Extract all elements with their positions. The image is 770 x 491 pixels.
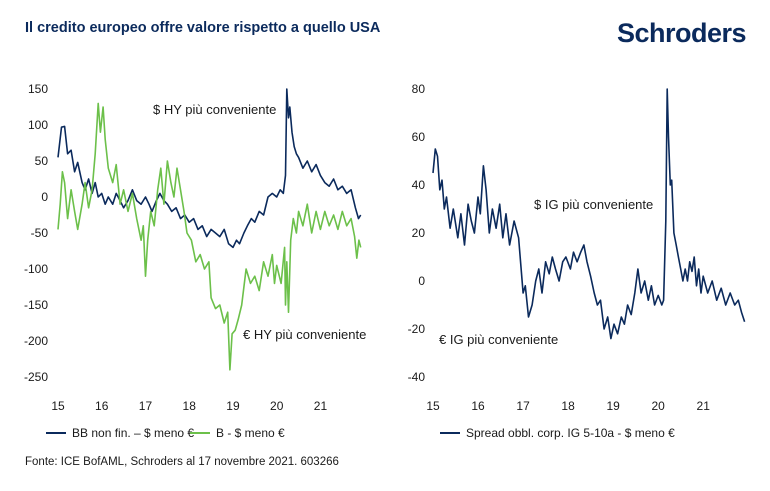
y-tick-label: -100 — [24, 262, 48, 276]
series-line — [57, 102, 362, 371]
y-tick-label: 0 — [418, 274, 425, 288]
x-tick-label: 20 — [270, 399, 284, 413]
x-tick-label: 16 — [471, 399, 485, 413]
chart-hy-spread: 150 100 50 0 -50 -100 -150 -200 -250 15 16 17 18 19 20… — [24, 82, 366, 440]
source-note: Fonte: ICE BofAML, Schroders al 17 novem… — [25, 456, 339, 468]
legend-entry: BB non fin. – $ meno € — [72, 426, 194, 440]
chart-annotation: $ IG più conveniente — [534, 197, 653, 212]
chart-annotation: € HY più conveniente — [243, 327, 366, 342]
x-tick-label: 21 — [697, 399, 711, 413]
chart-annotation: € IG più conveniente — [439, 332, 558, 347]
y-tick-label: 150 — [28, 82, 48, 96]
y-tick-label: 50 — [35, 154, 49, 168]
x-tick-label: 20 — [652, 399, 666, 413]
x-tick-label: 17 — [139, 399, 153, 413]
y-tick-label: -150 — [24, 298, 48, 312]
y-tick-label: 0 — [41, 190, 48, 204]
y-tick-label: 40 — [412, 178, 426, 192]
series-line — [432, 88, 746, 340]
chart-annotation: $ HY più conveniente — [153, 102, 276, 117]
x-tick-label: 17 — [516, 399, 530, 413]
y-tick-label: 60 — [412, 130, 426, 144]
x-tick-label: 15 — [51, 399, 65, 413]
y-tick-label: -40 — [408, 370, 426, 384]
legend-entry: B - $ meno € — [216, 426, 285, 440]
legend-entry: Spread obbl. corp. IG 5-10a - $ meno € — [466, 426, 675, 440]
x-tick-label: 15 — [426, 399, 440, 413]
x-tick-label: 19 — [226, 399, 240, 413]
y-tick-label: -200 — [24, 334, 48, 348]
page-title: Il credito europeo offre valore rispetto… — [25, 20, 381, 36]
y-tick-label: -50 — [31, 226, 49, 240]
y-tick-label: 20 — [412, 226, 426, 240]
x-tick-label: 16 — [95, 399, 109, 413]
x-tick-label: 21 — [314, 399, 328, 413]
y-tick-label: -20 — [408, 322, 426, 336]
brand-logo: Schroders — [616, 18, 747, 48]
y-tick-label: 100 — [28, 118, 48, 132]
chart-ig-spread: 80 60 40 20 0 -20 -40 15 16 17 18 19 20 21 $ IG più co… — [408, 82, 746, 440]
x-tick-label: 19 — [606, 399, 620, 413]
y-tick-label: 80 — [412, 82, 426, 96]
y-tick-label: -250 — [24, 370, 48, 384]
x-tick-label: 18 — [183, 399, 197, 413]
series-line — [57, 88, 362, 249]
x-tick-label: 18 — [561, 399, 575, 413]
